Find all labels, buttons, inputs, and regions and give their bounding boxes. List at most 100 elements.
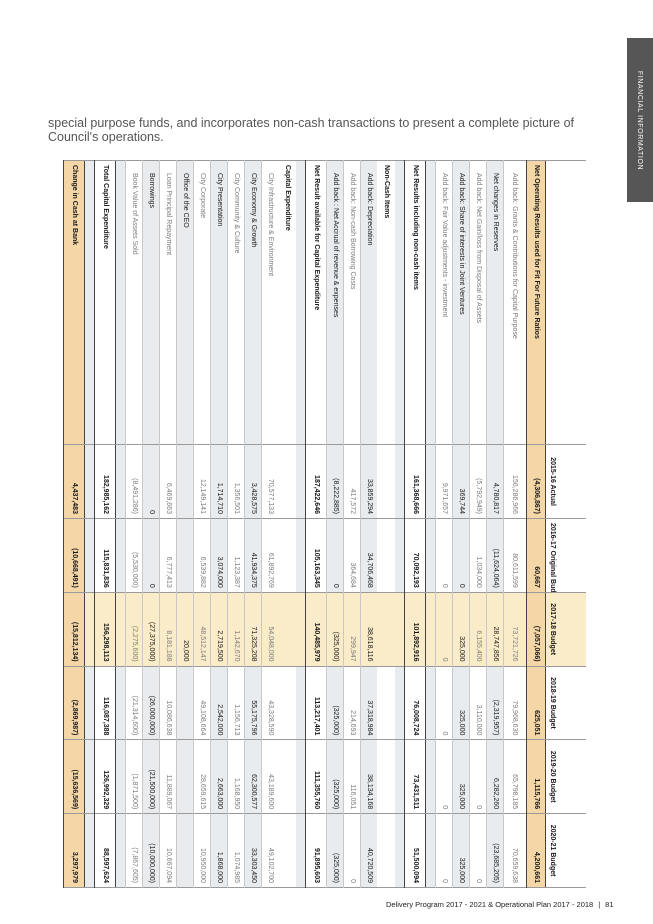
value-cell: 0 xyxy=(435,739,453,814)
value-cell: 4,200,661 xyxy=(526,813,546,888)
header-cell: 2016-17 Original Budget xyxy=(545,518,586,593)
table-row: Net Operating Results used for Fit For F… xyxy=(526,160,546,888)
value-cell: 73,431,511 xyxy=(404,739,426,814)
value-cell xyxy=(176,518,194,593)
value-cell xyxy=(176,813,194,888)
table-row: Add back: Non-cash Borrowing Costs 417,5… xyxy=(343,160,361,888)
value-cell: 48,512,147 xyxy=(193,592,211,667)
side-tab-label: FINANCIAL INFORMATION xyxy=(636,70,644,170)
table-row: Loan Principal Repayment 6,469,663 6,777… xyxy=(159,160,177,888)
row-label: City Economy & Growth xyxy=(244,160,262,445)
value-cell: 3,297,979 xyxy=(63,813,85,888)
value-cell xyxy=(176,739,194,814)
value-cell: 28,659,615 xyxy=(193,739,211,814)
value-cell: 1,168,950 xyxy=(227,739,245,814)
value-cell: 3,428,575 xyxy=(244,444,262,519)
value-cell: 11,889,067 xyxy=(159,739,177,814)
table-row: Add back: Grants & Contributions for Cap… xyxy=(503,160,527,888)
value-cell: 38,134,168 xyxy=(360,739,377,814)
table-row: Net changes in Reserves 4,780,817 (11,62… xyxy=(486,160,504,888)
value-cell: (5,530,000) xyxy=(125,518,143,593)
table-row: City Economy & Growth 3,428,575 41,934,3… xyxy=(244,160,262,888)
value-cell: 65,798,185 xyxy=(503,739,527,814)
value-cell: (8,222,885) xyxy=(326,444,344,519)
value-cell: 116,051 xyxy=(343,739,361,814)
value-cell: 43,189,600 xyxy=(261,739,278,814)
value-cell: 113,217,401 xyxy=(305,666,327,740)
row-label: Total Capital Expenditure xyxy=(94,160,116,445)
spacer-row xyxy=(296,160,306,888)
row-label: City Corporate xyxy=(193,160,211,445)
value-cell: 625,051 xyxy=(526,666,546,740)
value-cell: 6,282,260 xyxy=(486,739,504,814)
value-cell: 4,780,817 xyxy=(486,444,504,519)
value-cell: 37,318,984 xyxy=(360,666,377,740)
value-cell: 1,868,000 xyxy=(210,813,228,888)
value-cell: 88,597,624 xyxy=(94,813,116,888)
value-cell: 187,422,646 xyxy=(305,444,327,519)
spacer-row xyxy=(84,160,95,888)
value-cell: 3,110,000 xyxy=(469,666,487,740)
value-cell: 79,968,630 xyxy=(503,666,527,740)
value-cell: 6,539,882 xyxy=(193,518,211,593)
value-cell: 54,048,000 xyxy=(261,592,278,667)
row-label: Net changes in Reserves xyxy=(486,160,504,445)
value-cell: 325,000 xyxy=(452,666,470,740)
value-cell: 126,992,329 xyxy=(94,739,116,814)
value-cell: 115,831,836 xyxy=(94,518,116,593)
section-row: Non-Cash Items xyxy=(377,160,395,888)
row-label: City Infrastructure & Environment xyxy=(261,160,278,445)
value-cell: 1,356,501 xyxy=(227,444,245,519)
page-number: 81 xyxy=(605,900,614,909)
value-cell: 0 xyxy=(343,813,361,888)
value-cell: 40,720,509 xyxy=(360,813,377,888)
value-cell: (21,314,600) xyxy=(125,666,143,740)
table-row: Borrowings 0 0 (27,375,000) (26,000,000)… xyxy=(142,160,160,888)
intro-paragraph: special purpose funds, and incorporates … xyxy=(48,116,575,144)
value-cell: 2,542,000 xyxy=(210,666,228,740)
section-title: Non-Cash Items xyxy=(377,160,395,445)
spacer-row xyxy=(395,160,405,888)
value-cell: 325,000 xyxy=(452,813,470,888)
value-cell: 61,892,769 xyxy=(261,518,278,593)
value-cell: 71,325,208 xyxy=(244,592,262,667)
value-cell: 161,368,666 xyxy=(404,444,426,519)
table-row: Office of the CEO 20,000 xyxy=(176,160,194,888)
value-cell: 34,706,468 xyxy=(360,518,377,593)
value-cell: 156,298,113 xyxy=(94,592,116,667)
value-cell: 1,142,670 xyxy=(227,592,245,667)
value-cell: 325,000 xyxy=(452,739,470,814)
row-label: Add back: Fair Value adjustments - inves… xyxy=(435,160,453,445)
value-cell: 33,303,450 xyxy=(244,813,262,888)
value-cell: 62,300,577 xyxy=(244,739,262,814)
table-row: Net Result available for Capital Expendi… xyxy=(305,160,327,888)
table-row: Add back : Net Accrual of revenue & expe… xyxy=(326,160,344,888)
footer-program: Delivery Program 2017 - 2021 & Operation… xyxy=(386,900,594,909)
value-cell: (4,306,867) xyxy=(526,444,546,519)
footer-separator: | xyxy=(598,900,601,909)
row-label: Add back: Non-cash Borrowing Costs xyxy=(343,160,361,445)
value-cell: 6,155,400 xyxy=(469,592,487,667)
value-cell: 55,175,796 xyxy=(244,666,262,740)
value-cell: 12,149,141 xyxy=(193,444,211,519)
value-cell: (2,869,987) xyxy=(63,666,85,740)
row-label: Add back : Net Accrual of revenue & expe… xyxy=(326,160,344,445)
value-cell: (2,319,957) xyxy=(486,666,504,740)
value-cell: 10,667,094 xyxy=(159,813,177,888)
row-label: Add back: Net Gain/loss from Disposal of… xyxy=(469,160,487,445)
value-cell: 33,859,294 xyxy=(360,444,377,519)
value-cell: 2,719,500 xyxy=(210,592,228,667)
row-label: City Presentation xyxy=(210,160,228,445)
value-cell: 2,663,000 xyxy=(210,739,228,814)
section-row: Capital Expenditure xyxy=(278,160,296,888)
table-row: Add back: Share of interests in Joint Ve… xyxy=(452,160,470,888)
table-row: Change in Cash at Bank 4,437,483 (10,668… xyxy=(63,160,85,888)
value-cell: (325,000) xyxy=(326,813,344,888)
value-cell: 299,947 xyxy=(343,592,361,667)
value-cell: (1,871,500) xyxy=(125,739,143,814)
value-cell: 325,000 xyxy=(452,592,470,667)
value-cell: 182,985,162 xyxy=(94,444,116,519)
value-cell: 105,163,345 xyxy=(305,518,327,593)
value-cell: 76,008,724 xyxy=(404,666,426,740)
value-cell: (7,867,605) xyxy=(125,813,143,888)
